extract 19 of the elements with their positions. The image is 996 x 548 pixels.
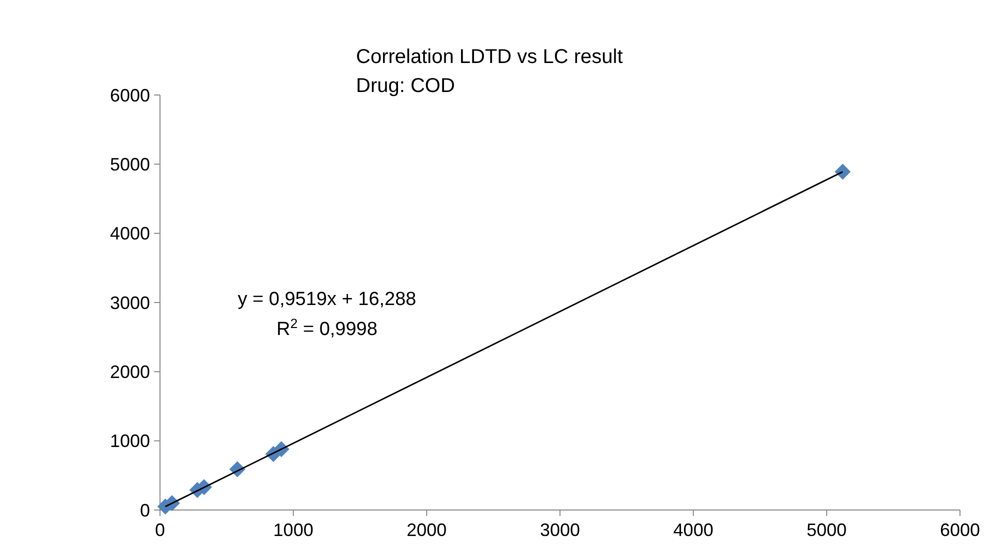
x-tick-label: 6000 [940,520,980,540]
y-tick-label: 1000 [110,431,150,452]
x-tick-label: 0 [154,520,166,540]
x-tick-label: 1000 [273,520,314,540]
y-tick-label: 3000 [110,292,150,313]
annotation: y = 0,9519x + 16,288 [238,289,416,310]
y-tick-label: 2000 [110,362,150,382]
x-tick-label: 3000 [540,520,580,540]
chart-title: Correlation LDTD vs LC result [356,46,624,68]
y-tick-label: 5000 [110,154,150,174]
annotation: R$^{2}$ = 0,9998 [276,316,378,340]
x-tick-label: 4000 [673,520,714,540]
x-tick-label: 2000 [406,520,447,540]
y-tick-label: 0 [140,500,150,520]
x-tick-label: 5000 [806,520,847,540]
y-tick-label: 4000 [110,224,150,244]
point [834,164,851,180]
y-tick-label: 6000 [110,85,150,106]
chart-subtitle: Drug: COD [356,75,455,97]
